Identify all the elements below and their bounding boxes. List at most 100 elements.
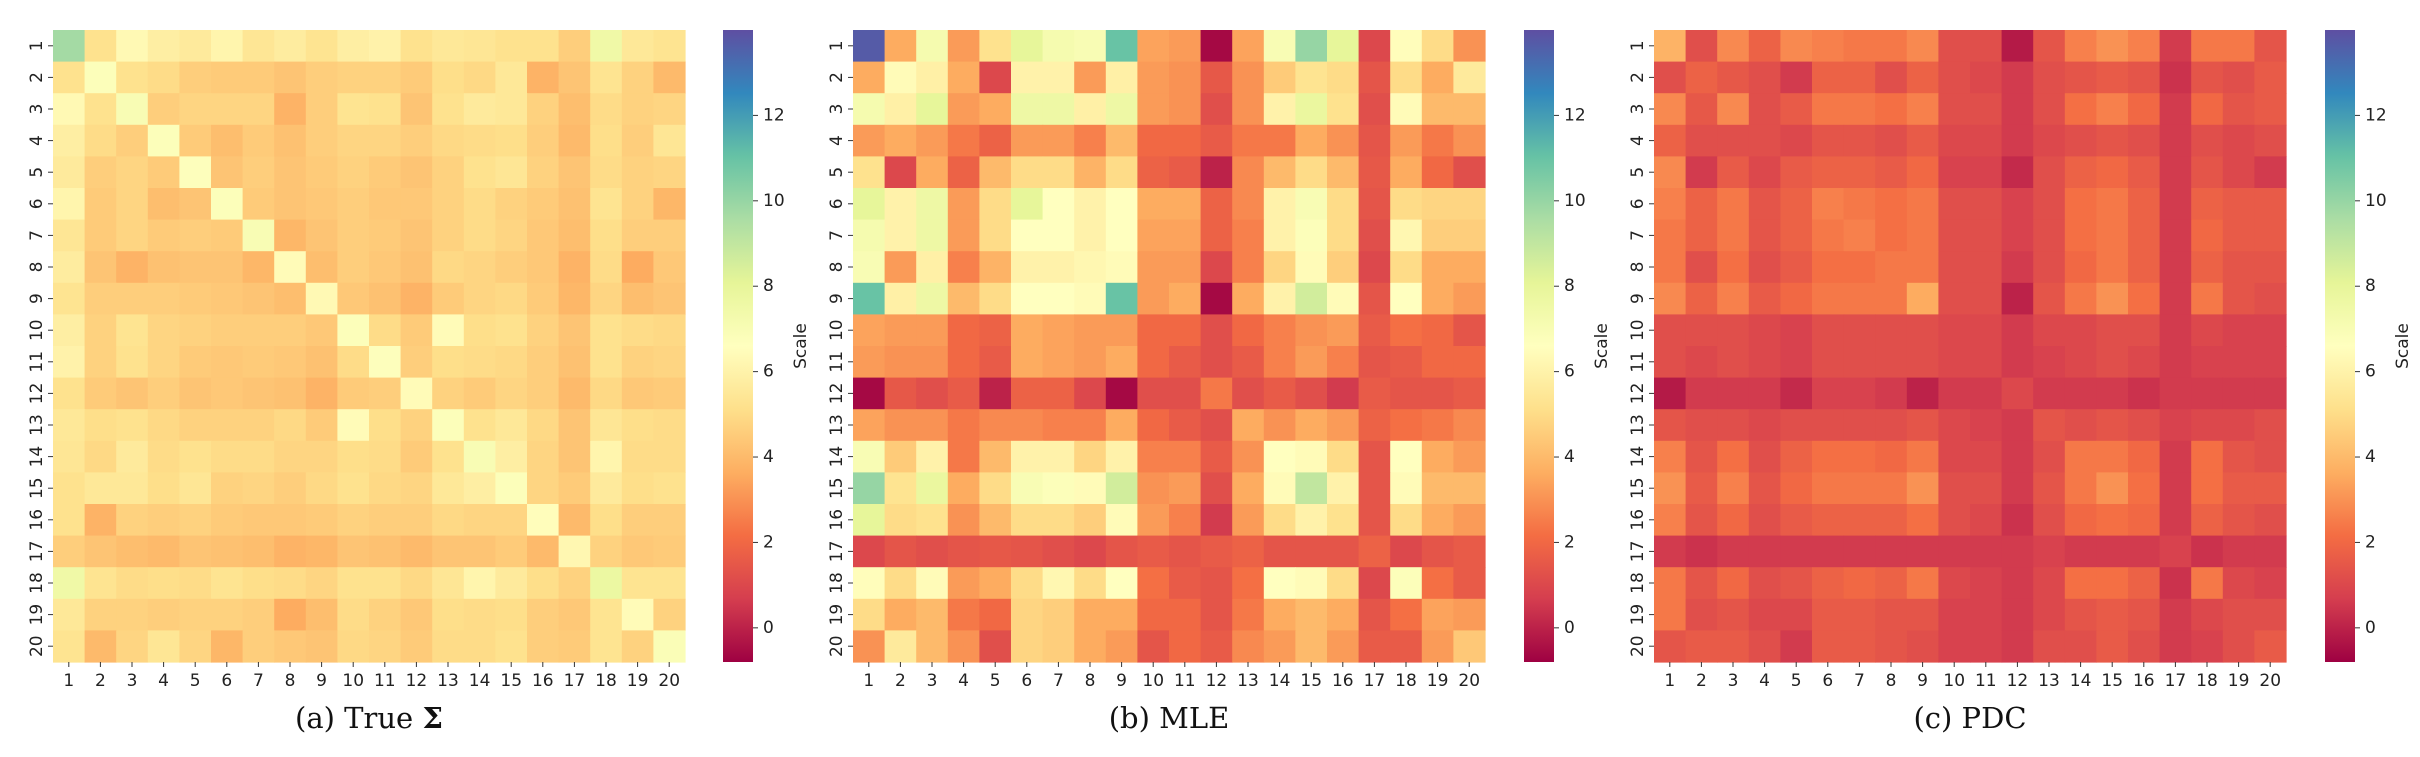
heatmap-cell-r10-c11 [369, 314, 402, 347]
heatmap-cell-r20-c17 [1358, 630, 1391, 663]
heatmap-cell-r10-c17 [558, 314, 591, 347]
colorbar-tick-label-2: 2 [2365, 532, 2376, 552]
heatmap-cell-r18-c4 [147, 567, 180, 600]
heatmap-cell-r17-c6 [1812, 535, 1845, 568]
heatmap-cell-r14-c18 [2191, 440, 2224, 473]
y-tick-label-19: 19 [27, 604, 47, 626]
colorbar-tick-label-12: 12 [763, 105, 785, 125]
heatmap-cell-r20-c15 [2096, 630, 2129, 663]
x-tick-label-14: 14 [2070, 671, 2092, 691]
heatmap-cell-r12-c3 [1717, 377, 1750, 410]
heatmap-cell-r3-c20 [1453, 93, 1486, 126]
heatmap-cell-r11-c20 [1453, 346, 1486, 379]
heatmap-cell-r5-c12 [400, 156, 433, 189]
heatmap-cell-r18-c18 [2191, 567, 2224, 600]
heatmap-cell-r10-c18 [2191, 314, 2224, 347]
heatmap-cell-r18-c17 [2159, 567, 2192, 600]
x-tick-label-6: 6 [1021, 671, 1032, 691]
y-tick-label-10: 10 [827, 319, 847, 341]
heatmap-cell-r9-c2 [1685, 282, 1718, 315]
heatmap-cell-r12-c6 [211, 377, 244, 410]
heatmap-cell-r14-c9 [1105, 440, 1138, 473]
heatmap-cell-r10-c16 [2128, 314, 2161, 347]
heatmap-cell-r7-c1 [53, 219, 86, 252]
heatmap-cell-r8-c15 [2096, 251, 2129, 284]
heatmap-cell-r10-c1 [53, 314, 86, 347]
heatmap-cell-r15-c1 [53, 472, 86, 505]
heatmap-cell-r3-c15 [2096, 93, 2129, 126]
heatmap-cell-r18-c1 [53, 567, 86, 600]
colorbar-tick-label-0: 0 [2365, 618, 2376, 638]
heatmap-cell-r8-c3 [916, 251, 949, 284]
heatmap-cell-r2-c8 [1074, 61, 1107, 94]
heatmap-cell-r13-c8 [274, 409, 307, 442]
heatmap-cell-r20-c11 [1970, 630, 2003, 663]
heatmap-cell-r2-c13 [1232, 61, 1265, 94]
heatmap-cell-r6-c6 [1011, 188, 1044, 221]
heatmap-cell-r20-c3 [116, 630, 149, 663]
heatmap-cell-r16-c8 [1074, 504, 1107, 537]
heatmap-cell-r20-c7 [1042, 630, 1075, 663]
heatmap-cell-r8-c3 [116, 251, 149, 284]
heatmap-cell-r13-c16 [527, 409, 560, 442]
heatmap-cell-r12-c17 [1358, 377, 1391, 410]
heatmap-cell-r4-c11 [1970, 124, 2003, 157]
heatmap-cell-r13-c6 [1011, 409, 1044, 442]
heatmap-cell-r18-c13 [432, 567, 465, 600]
x-tick-label-4: 4 [958, 671, 969, 691]
heatmap-cell-r20-c4 [947, 630, 980, 663]
colorbar-tick-label-6: 6 [1564, 362, 1575, 382]
heatmap-cell-r20-c20 [2254, 630, 2287, 663]
heatmap-cell-r15-c9 [1105, 472, 1138, 505]
heatmap-cell-r6-c18 [1390, 188, 1423, 221]
x-tick-label-1: 1 [1664, 671, 1675, 691]
heatmap-cell-r5-c11 [1970, 156, 2003, 189]
heatmap-cell-r17-c20 [653, 535, 686, 568]
heatmap-cell-r20-c19 [2222, 630, 2255, 663]
heatmap-cell-r17-c7 [1843, 535, 1876, 568]
heatmap-cell-r6-c17 [2159, 188, 2192, 221]
heatmap-cell-r18-c7 [1042, 567, 1075, 600]
heatmap-cell-r10-c6 [1812, 314, 1845, 347]
heatmap-cell-r12-c6 [1011, 377, 1044, 410]
heatmap-cell-r7-c1 [853, 219, 886, 252]
heatmap-cell-r18-c15 [495, 567, 528, 600]
heatmap-cell-r14-c9 [305, 440, 338, 473]
heatmap-cell-r14-c4 [147, 440, 180, 473]
x-tick-label-8: 8 [1085, 671, 1096, 691]
heatmap-cell-r19-c2 [884, 598, 917, 631]
heatmap-cell-r1-c5 [979, 30, 1012, 63]
heatmap-cell-r11-c7 [242, 346, 275, 379]
heatmap-cell-r12-c8 [1875, 377, 1908, 410]
x-tick-label-4: 4 [158, 671, 169, 691]
heatmap-cell-r20-c11 [1169, 630, 1202, 663]
heatmap-cell-r2-c1 [853, 61, 886, 94]
heatmap-cell-r1-c11 [1970, 30, 2003, 63]
heatmap-cell-r5-c13 [2033, 156, 2066, 189]
heatmap-cell-r5-c4 [1748, 156, 1781, 189]
heatmap-cell-r20-c13 [432, 630, 465, 663]
heatmap-cell-r12-c14 [1263, 377, 1296, 410]
heatmap-cell-r12-c13 [1232, 377, 1265, 410]
heatmap-cell-r13-c10 [1137, 409, 1170, 442]
heatmap-cell-r7-c3 [116, 219, 149, 252]
heatmap-cell-r20-c4 [1748, 630, 1781, 663]
heatmap-cell-r15-c12 [1200, 472, 1233, 505]
heatmap-cell-r16-c15 [2096, 504, 2129, 537]
heatmap-cell-r18-c20 [2254, 567, 2287, 600]
heatmap-cell-r17-c19 [1421, 535, 1454, 568]
heatmap-cell-r3-c11 [369, 93, 402, 126]
heatmap-cell-r12-c12 [400, 377, 433, 410]
heatmap-cell-r8-c15 [495, 251, 528, 284]
heatmap-cell-r10-c5 [979, 314, 1012, 347]
heatmap-cell-r15-c8 [1875, 472, 1908, 505]
heatmap-cell-r19-c6 [211, 598, 244, 631]
heatmap-cell-r5-c19 [2222, 156, 2255, 189]
x-tick-label-6: 6 [1822, 671, 1833, 691]
colorbar-gradient [2325, 30, 2355, 662]
heatmap-cell-r20-c5 [1780, 630, 1813, 663]
heatmap-cell-r9-c11 [369, 282, 402, 315]
heatmap-cell-r16-c18 [1390, 504, 1423, 537]
heatmap-cell-r17-c11 [369, 535, 402, 568]
heatmap-cell-r16-c2 [84, 504, 117, 537]
